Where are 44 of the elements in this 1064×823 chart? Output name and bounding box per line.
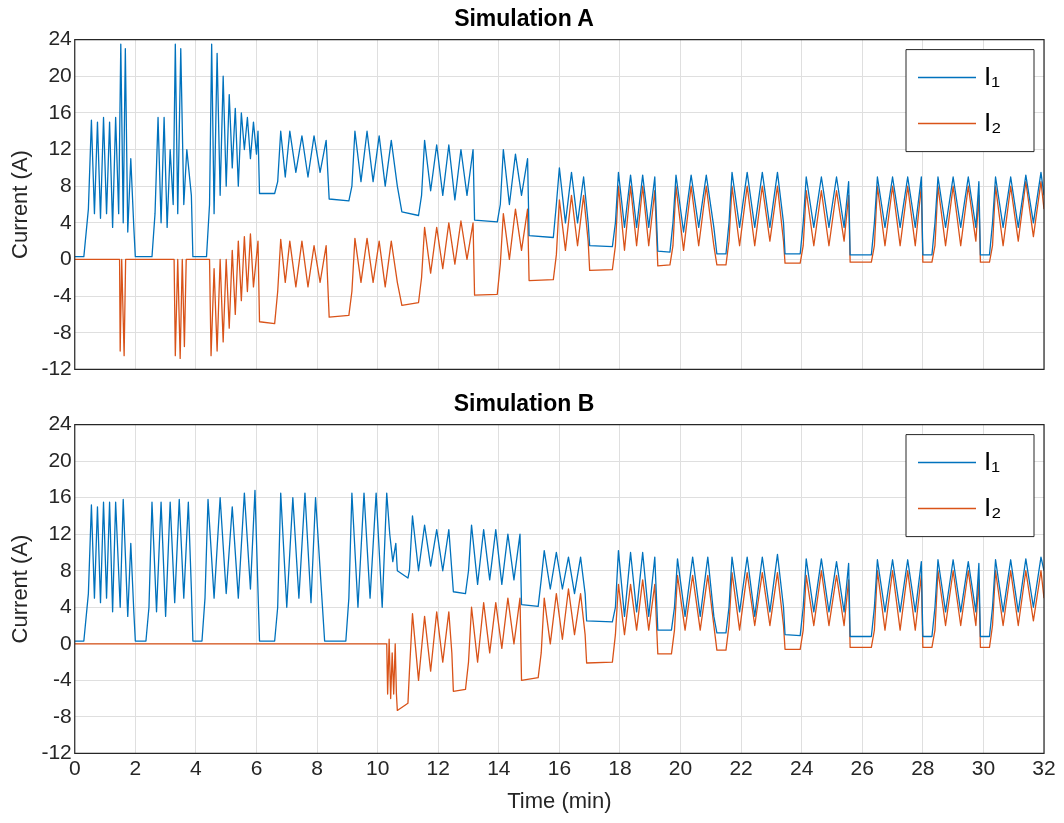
y-axis-title: Current (A): [7, 534, 33, 644]
y-tick-label: 0: [60, 246, 72, 270]
x-tick-label: 10: [365, 755, 390, 779]
y-tick-label: -4: [53, 667, 73, 691]
x-tick-label: 2: [129, 755, 142, 779]
y-tick-label: 20: [48, 63, 72, 87]
y-tick-label: -8: [53, 319, 72, 343]
y-axis-title: Current (A): [7, 150, 33, 259]
y-tick-label: 12: [48, 521, 72, 544]
y-tick-label: 4: [60, 209, 73, 233]
legend-label: I₁: [984, 60, 1001, 91]
chart-title: Simulation A: [454, 5, 594, 32]
x-tick-label: 26: [850, 755, 874, 779]
y-tick-label: 8: [60, 557, 72, 581]
x-tick-label: 8: [311, 755, 323, 779]
y-tick-label: -8: [53, 703, 72, 727]
y-tick-label: -4: [53, 282, 73, 306]
x-tick-label: 6: [250, 755, 263, 779]
y-tick-label: 8: [60, 172, 72, 196]
x-tick-label: 18: [608, 755, 632, 779]
y-tick-label: 4: [60, 594, 73, 618]
legend-label: I₂: [984, 106, 1002, 137]
chart-title: Simulation B: [453, 390, 595, 417]
x-tick-label: 14: [487, 755, 511, 779]
x-tick-label: 22: [729, 755, 753, 779]
y-tick-label: 24: [48, 411, 73, 435]
x-tick-label: 28: [911, 755, 935, 779]
y-tick-label: 16: [48, 99, 72, 123]
x-tick-label: 20: [668, 755, 693, 779]
y-tick-label: 12: [48, 136, 72, 160]
x-tick-label: 4: [190, 755, 203, 779]
legend-label: I₁: [984, 445, 1001, 476]
x-axis-title: Time (min): [507, 787, 612, 813]
y-tick-label: 0: [60, 630, 72, 654]
x-tick-label: 30: [971, 755, 996, 779]
y-tick-label: -12: [41, 356, 72, 380]
legend-label: I₂: [984, 491, 1002, 522]
x-tick-label: 16: [547, 755, 572, 779]
y-tick-label: 20: [48, 447, 72, 471]
y-tick-label: 24: [48, 26, 73, 50]
y-tick-label: 16: [48, 484, 72, 508]
x-tick-label: 12: [426, 755, 450, 779]
x-tick-label: 32: [1032, 755, 1056, 779]
x-tick-label: 24: [790, 755, 814, 779]
